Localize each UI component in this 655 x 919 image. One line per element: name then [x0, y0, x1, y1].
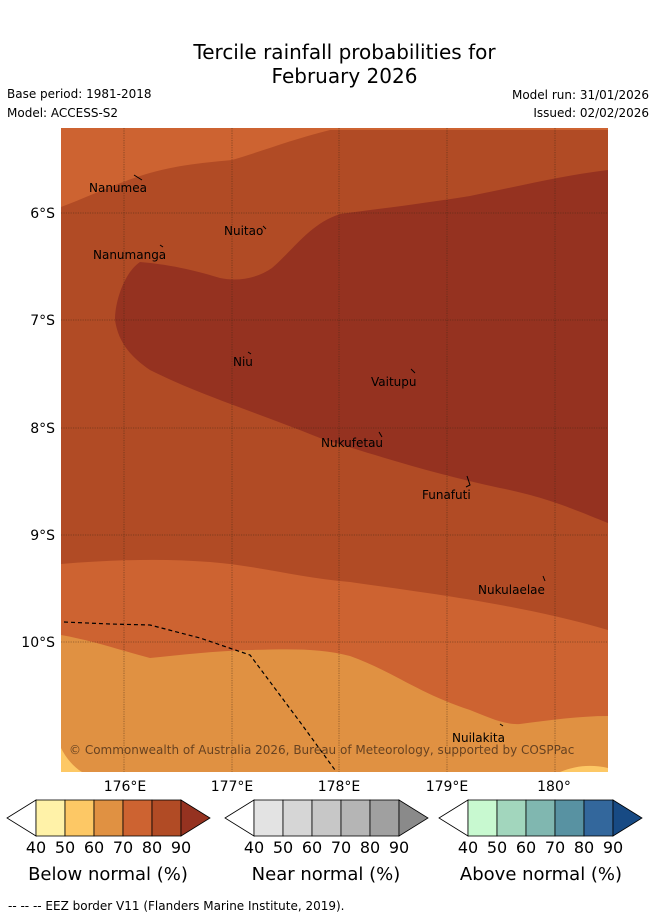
- colorbar-above-normal: 40 50 60 70 80 90 Above normal (%): [438, 799, 643, 885]
- cb-below-tick-60: 60: [84, 838, 104, 857]
- cb-above-swatch-1: [467, 799, 498, 837]
- place-vaitupu: Vaitupu: [371, 375, 417, 389]
- island-nuilakita: [499, 723, 504, 727]
- cb-near-tick-40: 40: [244, 838, 264, 857]
- island-nukulaelae: [542, 575, 546, 582]
- cb-below-tick-40: 40: [26, 838, 46, 857]
- cb-below-tick-50: 50: [55, 838, 75, 857]
- cb-below-tick-70: 70: [113, 838, 133, 857]
- place-nuilakita: Nuilakita: [452, 731, 505, 745]
- cb-above-tick-70: 70: [545, 838, 565, 857]
- cb-below-swatch-2: [64, 799, 95, 837]
- cb-near-tick-50: 50: [273, 838, 293, 857]
- cb-below-swatch-4: [122, 799, 153, 837]
- place-nuitao: Nuitao: [224, 224, 263, 238]
- lat-label-9s: 9°S: [30, 528, 55, 544]
- eez-border: [63, 621, 336, 771]
- base-period: Base period: 1981-2018: [7, 87, 152, 101]
- colorbar-below-normal: 40 50 60 70 80 90 Below normal (%): [6, 799, 211, 885]
- lat-label-7s: 7°S: [30, 313, 55, 329]
- model-name: Model: ACCESS-S2: [7, 106, 119, 120]
- colorbar-near-normal: 40 50 60 70 80 90 Near normal (%): [224, 799, 429, 885]
- cb-near-label: Near normal (%): [252, 864, 401, 885]
- place-nukulaelae: Nukulaelae: [478, 583, 545, 597]
- cb-above-tick-50: 50: [487, 838, 507, 857]
- band-50-60-south: [61, 635, 608, 772]
- island-nanumea: [133, 174, 143, 181]
- cb-above-left-arrow: [438, 799, 469, 837]
- probability-field: [61, 128, 608, 772]
- cb-near-tick-80: 80: [360, 838, 380, 857]
- place-nanumea: Nanumea: [89, 181, 147, 195]
- cb-near-swatch-5: [369, 799, 400, 837]
- cb-above-swatch-5: [583, 799, 614, 837]
- islands: [133, 174, 546, 727]
- cb-near-right-arrow: [398, 799, 429, 837]
- place-nukufetau: Nukufetau: [321, 436, 383, 450]
- chart-title: Tercile rainfall probabilities for Febru…: [0, 40, 655, 88]
- lat-label-8s: 8°S: [30, 421, 55, 437]
- lon-label-176e: 176°E: [104, 779, 147, 795]
- band-40-50-corner: [61, 748, 82, 772]
- island-nanumanga: [159, 244, 164, 248]
- lon-label-177e: 177°E: [211, 779, 254, 795]
- lat-label-6s: 6°S: [30, 206, 55, 222]
- island-niu: [247, 351, 252, 355]
- cb-near-left-arrow: [224, 799, 255, 837]
- cb-above-tick-40: 40: [458, 838, 478, 857]
- cb-below-swatch-3: [93, 799, 124, 837]
- cb-above-tick-60: 60: [516, 838, 536, 857]
- lon-label-178e: 178°E: [318, 779, 361, 795]
- cb-near-swatch-2: [282, 799, 313, 837]
- island-nukufetau: [378, 431, 383, 438]
- lat-label-10s: 10°S: [21, 635, 55, 651]
- place-nanumanga: Nanumanga: [93, 248, 166, 262]
- island-vaitupu: [410, 368, 416, 374]
- cb-below-swatch-5: [151, 799, 182, 837]
- cb-below-swatch-1: [35, 799, 66, 837]
- band-80-90-core: [115, 170, 608, 523]
- cb-above-swatch-4: [554, 799, 585, 837]
- cb-above-tick-90: 90: [603, 838, 623, 857]
- lon-label-180: 180°: [537, 779, 571, 795]
- cb-near-swatch-4: [340, 799, 371, 837]
- cb-above-right-arrow: [612, 799, 643, 837]
- place-funafuti: Funafuti: [422, 488, 471, 502]
- issued-date: Issued: 02/02/2026: [533, 106, 649, 120]
- model-run: Model run: 31/01/2026: [511, 88, 649, 102]
- band-40-50-edge: [560, 765, 608, 772]
- cb-above-swatch-2: [496, 799, 527, 837]
- graticule: [61, 128, 608, 772]
- copyright-text: © Commonwealth of Australia 2026, Bureau…: [69, 743, 574, 757]
- lon-label-179e: 179°E: [426, 779, 469, 795]
- place-niu: Niu: [233, 355, 253, 369]
- title-line-2: February 2026: [271, 64, 418, 88]
- cb-above-tick-80: 80: [574, 838, 594, 857]
- cb-below-tick-90: 90: [171, 838, 191, 857]
- cb-below-label: Below normal (%): [28, 864, 188, 885]
- island-nuitao: [262, 225, 267, 230]
- cb-above-label: Above normal (%): [460, 864, 622, 885]
- cb-near-swatch-3: [311, 799, 342, 837]
- title-line-1: Tercile rainfall probabilities for: [193, 40, 496, 64]
- cb-near-swatch-1: [253, 799, 284, 837]
- cb-above-swatch-3: [525, 799, 556, 837]
- cb-near-tick-90: 90: [389, 838, 409, 857]
- cb-below-tick-80: 80: [142, 838, 162, 857]
- cb-below-right-arrow: [180, 799, 211, 837]
- band-60-70-north: [61, 128, 608, 207]
- island-funafuti: [465, 475, 471, 488]
- cb-near-tick-60: 60: [302, 838, 322, 857]
- eez-footnote: -- -- -- EEZ border V11 (Flanders Marine…: [8, 899, 345, 913]
- cb-near-tick-70: 70: [331, 838, 351, 857]
- cb-below-left-arrow: [6, 799, 37, 837]
